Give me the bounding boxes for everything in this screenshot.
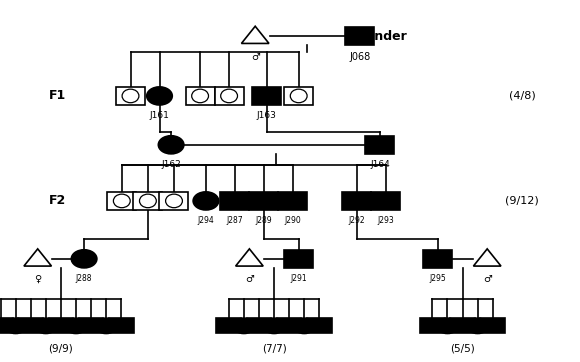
FancyBboxPatch shape (252, 87, 281, 105)
Ellipse shape (437, 318, 458, 333)
FancyBboxPatch shape (220, 192, 249, 210)
FancyBboxPatch shape (345, 27, 374, 45)
Polygon shape (473, 249, 501, 266)
Text: J161: J161 (150, 111, 169, 120)
Text: F1: F1 (49, 89, 67, 102)
FancyBboxPatch shape (0, 318, 13, 333)
Text: F2: F2 (49, 194, 67, 207)
FancyBboxPatch shape (216, 318, 241, 333)
Ellipse shape (35, 318, 57, 333)
Ellipse shape (122, 89, 139, 103)
FancyBboxPatch shape (109, 318, 133, 333)
FancyBboxPatch shape (450, 318, 475, 333)
Text: J287: J287 (227, 216, 243, 225)
Ellipse shape (233, 318, 255, 333)
Ellipse shape (158, 136, 184, 154)
FancyBboxPatch shape (277, 318, 302, 333)
FancyBboxPatch shape (420, 318, 445, 333)
Ellipse shape (71, 250, 97, 268)
Text: (4/8): (4/8) (509, 91, 535, 101)
Text: J163: J163 (257, 111, 277, 120)
Ellipse shape (293, 318, 315, 333)
FancyBboxPatch shape (49, 318, 73, 333)
Ellipse shape (166, 194, 182, 208)
FancyBboxPatch shape (278, 192, 307, 210)
Ellipse shape (114, 194, 130, 208)
Text: ♂: ♂ (245, 274, 254, 284)
FancyBboxPatch shape (480, 318, 505, 333)
Text: J292: J292 (349, 216, 365, 225)
FancyBboxPatch shape (215, 87, 244, 105)
Text: (9/12): (9/12) (505, 196, 539, 206)
FancyBboxPatch shape (284, 250, 313, 268)
FancyBboxPatch shape (79, 318, 103, 333)
FancyBboxPatch shape (116, 87, 145, 105)
Text: J294: J294 (198, 216, 214, 225)
Ellipse shape (290, 89, 307, 103)
Ellipse shape (147, 87, 172, 105)
Ellipse shape (65, 318, 87, 333)
Text: J068: J068 (349, 51, 370, 62)
Text: ♂: ♂ (251, 51, 260, 62)
FancyBboxPatch shape (371, 192, 400, 210)
Text: J288: J288 (76, 274, 92, 283)
Text: J164: J164 (370, 160, 390, 169)
FancyBboxPatch shape (133, 192, 162, 210)
Text: (5/5): (5/5) (450, 344, 475, 354)
FancyBboxPatch shape (186, 87, 215, 105)
Ellipse shape (263, 318, 285, 333)
Text: (9/9): (9/9) (49, 344, 73, 354)
FancyBboxPatch shape (284, 87, 313, 105)
FancyBboxPatch shape (365, 136, 394, 154)
Ellipse shape (95, 318, 117, 333)
Text: Founder: Founder (350, 30, 407, 43)
FancyBboxPatch shape (19, 318, 43, 333)
Text: J293: J293 (378, 216, 394, 225)
Ellipse shape (221, 89, 238, 103)
FancyBboxPatch shape (307, 318, 332, 333)
FancyBboxPatch shape (160, 192, 188, 210)
FancyBboxPatch shape (246, 318, 271, 333)
Ellipse shape (5, 318, 27, 333)
Text: J162: J162 (161, 160, 181, 169)
Text: ♀: ♀ (34, 274, 41, 284)
Text: (7/7): (7/7) (262, 344, 287, 354)
Text: ♂: ♂ (483, 274, 492, 284)
Text: J291: J291 (291, 274, 307, 283)
FancyBboxPatch shape (249, 192, 278, 210)
Polygon shape (241, 26, 269, 43)
FancyBboxPatch shape (342, 192, 371, 210)
Text: J295: J295 (430, 274, 446, 283)
Polygon shape (24, 249, 52, 266)
Ellipse shape (193, 192, 219, 210)
Ellipse shape (140, 194, 157, 208)
Ellipse shape (191, 89, 209, 103)
FancyBboxPatch shape (423, 250, 452, 268)
Polygon shape (235, 249, 263, 266)
Ellipse shape (467, 318, 488, 333)
Text: J290: J290 (285, 216, 301, 225)
Text: J289: J289 (256, 216, 272, 225)
FancyBboxPatch shape (107, 192, 136, 210)
